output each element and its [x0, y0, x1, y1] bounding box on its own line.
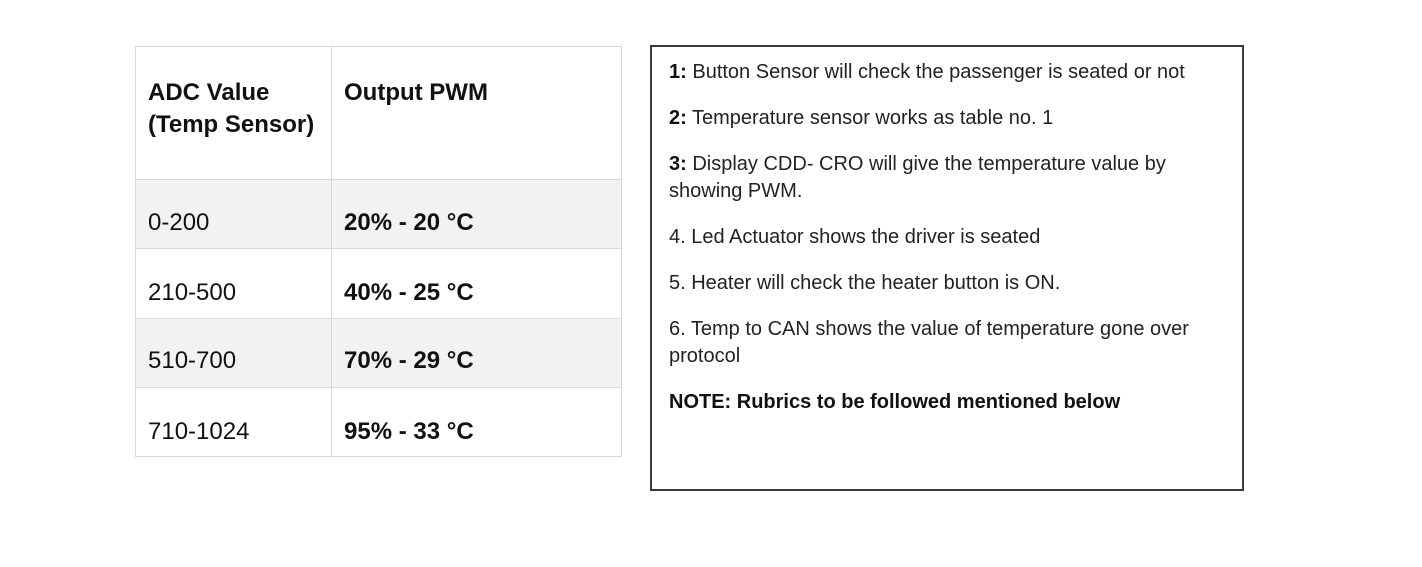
pwm-output-cell: 20% - 20 °C: [331, 179, 622, 249]
pwm-output-cell: 70% - 29 °C: [331, 318, 622, 388]
notes-box: 1: Button Sensor will check the passenge…: [650, 45, 1244, 491]
note-2-number: 2:: [669, 107, 687, 129]
note-3-text: Display CDD- CRO will give the temperatu…: [669, 153, 1166, 202]
adc-range-cell: 510-700: [135, 318, 332, 388]
pwm-output-cell: 95% - 33 °C: [331, 387, 622, 457]
note-4: 4. Led Actuator shows the driver is seat…: [669, 226, 1041, 248]
note-3: 3: Display CDD- CRO will give the temper…: [669, 151, 1226, 205]
note-2-text: Temperature sensor works as table no. 1: [686, 107, 1054, 129]
table-header-row: ADC Value (Temp Sensor) Output PWM: [135, 46, 622, 180]
note-6: 6. Temp to CAN shows the value of temper…: [669, 318, 1189, 367]
note-1-number: 1:: [669, 61, 687, 83]
adc-pwm-table: ADC Value (Temp Sensor) Output PWM 0-200…: [135, 46, 622, 457]
header-adc-value: ADC Value (Temp Sensor): [135, 46, 332, 180]
note-1-text: Button Sensor will check the passenger i…: [686, 61, 1185, 83]
pwm-output-cell: 40% - 25 °C: [331, 248, 622, 319]
header-output-pwm: Output PWM: [331, 46, 622, 180]
note-2: 2: Temperature sensor works as table no.…: [669, 105, 1226, 132]
table-row: 210-500 40% - 25 °C: [135, 248, 622, 319]
adc-range-cell: 710-1024: [135, 387, 332, 457]
note-5: 5. Heater will check the heater button i…: [669, 272, 1061, 294]
note-1: 1: Button Sensor will check the passenge…: [669, 59, 1226, 86]
note-3-number: 3:: [669, 153, 687, 175]
table-row: 0-200 20% - 20 °C: [135, 179, 622, 249]
table-row: 510-700 70% - 29 °C: [135, 318, 622, 388]
adc-range-cell: 210-500: [135, 248, 332, 319]
rubrics-note: NOTE: Rubrics to be followed mentioned b…: [669, 391, 1121, 413]
table-row: 710-1024 95% - 33 °C: [135, 387, 622, 457]
adc-range-cell: 0-200: [135, 179, 332, 249]
